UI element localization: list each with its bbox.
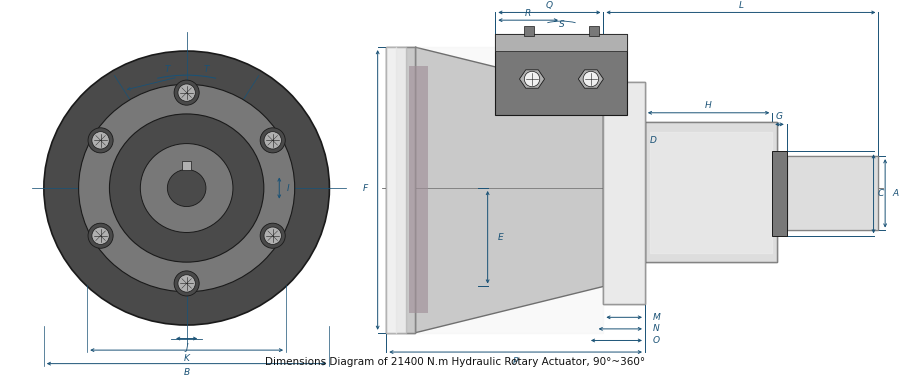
Text: Dimensions Diagram of 21400 N.m Hydraulic Rotary Actuator, 90°~360°: Dimensions Diagram of 21400 N.m Hydrauli…: [264, 356, 644, 367]
Polygon shape: [519, 70, 544, 88]
Bar: [495, 34, 626, 115]
Circle shape: [88, 223, 113, 248]
Text: T: T: [164, 65, 170, 74]
Circle shape: [263, 227, 281, 245]
Text: S: S: [558, 20, 564, 28]
Circle shape: [524, 71, 539, 87]
Text: F: F: [363, 184, 368, 192]
Circle shape: [92, 227, 109, 245]
Text: A: A: [892, 189, 898, 198]
Circle shape: [582, 71, 598, 87]
Text: H: H: [704, 101, 711, 110]
Circle shape: [92, 132, 109, 149]
Text: O: O: [652, 336, 659, 345]
Text: B: B: [183, 368, 189, 377]
Text: C: C: [876, 189, 883, 198]
Text: J: J: [185, 343, 188, 352]
Text: N: N: [652, 324, 659, 333]
Ellipse shape: [44, 51, 329, 325]
Bar: [589, 26, 598, 36]
Text: D: D: [649, 136, 656, 145]
Bar: [386, 47, 415, 333]
Bar: [786, 156, 877, 231]
Bar: [603, 82, 644, 304]
Ellipse shape: [109, 114, 263, 262]
Text: I: I: [286, 184, 289, 192]
Polygon shape: [578, 70, 603, 88]
Text: L: L: [738, 1, 742, 10]
Text: K: K: [183, 354, 189, 363]
Circle shape: [260, 223, 285, 248]
Bar: [408, 67, 427, 313]
Text: P: P: [512, 357, 517, 366]
Bar: [772, 151, 786, 236]
Text: R: R: [525, 9, 531, 18]
Circle shape: [88, 128, 113, 153]
Text: Q: Q: [546, 1, 552, 10]
Bar: [644, 122, 776, 262]
Bar: [181, 161, 191, 170]
Ellipse shape: [167, 169, 206, 206]
Bar: [495, 34, 626, 51]
Ellipse shape: [140, 144, 232, 232]
Circle shape: [178, 275, 195, 292]
Circle shape: [263, 132, 281, 149]
Circle shape: [174, 271, 199, 296]
Circle shape: [260, 128, 285, 153]
Text: E: E: [496, 233, 503, 242]
Circle shape: [178, 84, 195, 101]
Text: M: M: [652, 313, 660, 322]
Polygon shape: [415, 47, 603, 333]
Ellipse shape: [78, 84, 294, 292]
Text: T: T: [203, 65, 209, 74]
Circle shape: [174, 80, 199, 105]
Bar: [524, 26, 533, 36]
Text: G: G: [775, 112, 783, 121]
